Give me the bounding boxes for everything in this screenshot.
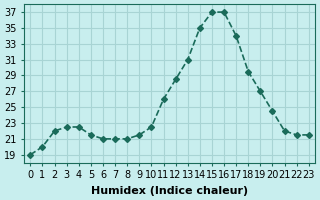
X-axis label: Humidex (Indice chaleur): Humidex (Indice chaleur) — [91, 186, 248, 196]
